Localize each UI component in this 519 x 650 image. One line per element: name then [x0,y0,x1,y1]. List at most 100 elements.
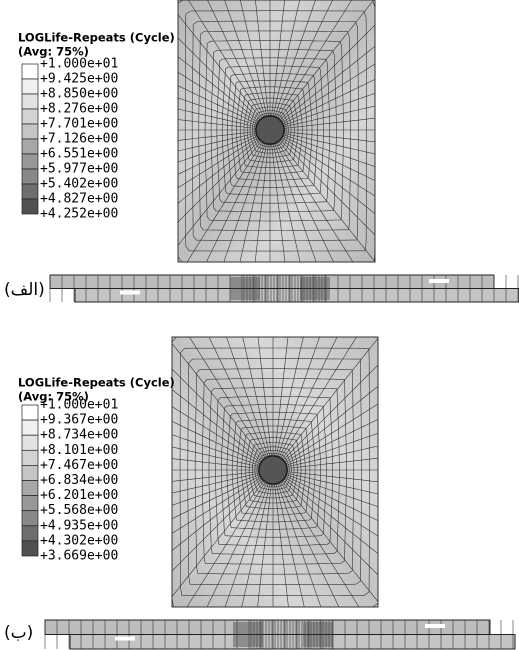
strip-light [115,636,135,641]
legend-swatch [21,510,39,527]
strip-light [120,290,140,295]
legend-swatch [21,153,39,170]
legend-label: +4.302e+00 [40,533,118,548]
legend-swatch [21,495,39,512]
legend-avg: (Avg: 75%) [18,45,89,59]
mesh-radial [177,108,257,128]
mesh-radial [226,336,269,457]
mesh-radial [177,132,257,152]
legend-label: +8.850e+00 [40,87,118,102]
mesh-radial [257,336,272,457]
legend-label: +5.568e+00 [40,503,118,518]
mesh-radial [189,336,266,459]
legend-title: LOGLife-Repeats (Cycle) [18,31,175,45]
mesh-radial [177,134,257,163]
mesh-radial [282,79,376,125]
legend-label: +6.551e+00 [40,147,118,162]
mesh-radial [285,475,379,521]
mesh-radial [177,135,258,175]
mesh-radial [278,0,374,120]
mesh-radial [274,0,316,117]
strip-light [425,624,445,628]
mesh-radial [286,471,379,483]
mesh-radial [224,0,266,117]
legend-label: +7.126e+00 [40,132,118,147]
panel-label: (ب) [4,623,33,643]
legend-label: +9.425e+00 [40,72,118,87]
mesh-radial [206,482,268,608]
mesh-radial [283,478,379,554]
legend-swatch [21,198,39,215]
mesh-radial [286,472,379,495]
hole [258,455,288,485]
mesh-radial [277,483,322,608]
legend-label: +5.402e+00 [40,177,118,192]
mesh-radial [255,0,269,117]
mesh-radial [177,56,260,122]
mesh-radial [280,46,376,122]
mesh-radial [275,0,333,118]
legend-label: +8.101e+00 [40,443,118,458]
mesh-radial [280,138,376,214]
mesh-radial [188,0,263,119]
mesh-radial [285,419,379,465]
strip-bottom [69,634,516,650]
mesh-radial [171,479,264,572]
mesh-radial [281,480,379,602]
legend-swatch [21,78,39,95]
legend-label: +4.252e+00 [40,207,118,222]
mesh-radial [177,131,257,141]
legend-label: +6.201e+00 [40,488,118,503]
legend-swatch [21,168,39,185]
mesh-radial [171,475,261,519]
mesh-radial [275,142,334,263]
hole [255,115,285,145]
mesh-radial [177,14,262,120]
legend-swatch [21,138,39,155]
mesh-radial [171,343,265,460]
mesh-radial [282,135,376,181]
mesh-radial [177,139,261,223]
mesh-radial [171,406,262,463]
legend-label: +7.467e+00 [40,458,118,473]
mesh-radial [277,0,352,119]
mesh-radial [278,140,376,262]
strip-top [49,274,495,289]
mesh-radial [281,338,379,460]
mesh-radial [281,137,376,197]
mesh-radial [279,139,376,236]
mesh-radial [177,37,261,121]
mesh-radial [171,480,265,597]
mesh-radial [171,477,262,534]
mesh-radial [208,336,268,458]
mesh-radial [274,143,317,263]
mesh-radial [286,445,379,468]
legend-label: +9.367e+00 [40,413,118,428]
mesh-radial [278,336,338,458]
mesh-radial [177,138,260,204]
mesh-radial [274,483,289,608]
mesh-radial [280,336,357,459]
legend-label: +6.834e+00 [40,473,118,488]
mesh-radial [177,119,257,129]
mesh-radial [279,24,376,121]
mesh-radial [286,433,379,466]
legend-swatch [21,108,39,125]
legend-title: LOGLife-Repeats (Cycle) [18,376,175,390]
mesh-radial [282,479,379,576]
mesh-radial [272,143,301,263]
mesh-radial [283,105,376,128]
mesh-radial [223,143,266,263]
mesh-radial [186,481,266,608]
strip-light [429,279,449,283]
legend-swatch [21,540,39,557]
legend-swatch [21,404,39,421]
strip-bottom [74,288,519,303]
mesh-radial [283,131,376,143]
mesh-radial [171,471,260,482]
mesh-radial [240,0,268,117]
mesh-radial [224,483,269,608]
mesh-radial [272,0,300,117]
mesh-radial [282,364,379,461]
